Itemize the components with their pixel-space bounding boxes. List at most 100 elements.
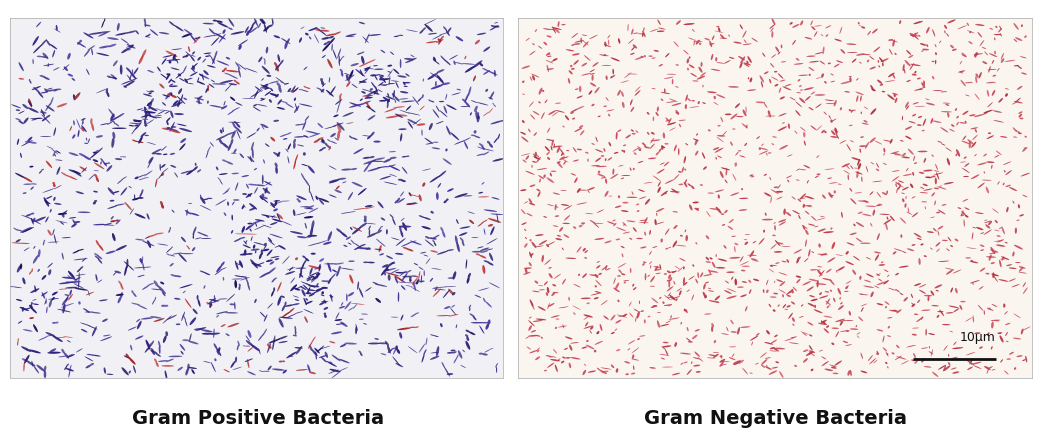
Ellipse shape [19,62,24,71]
Ellipse shape [120,284,124,290]
Ellipse shape [846,144,851,151]
Ellipse shape [826,269,832,273]
Ellipse shape [272,279,275,282]
Ellipse shape [709,300,717,302]
Ellipse shape [713,352,719,353]
Ellipse shape [29,81,31,84]
Ellipse shape [548,267,551,269]
Ellipse shape [684,156,686,163]
Ellipse shape [324,312,326,315]
Ellipse shape [145,36,150,38]
Ellipse shape [560,227,563,232]
Ellipse shape [402,167,407,174]
Ellipse shape [850,370,852,376]
Ellipse shape [546,292,548,296]
Ellipse shape [534,157,540,159]
Ellipse shape [363,157,371,159]
Ellipse shape [941,143,945,146]
Ellipse shape [733,128,736,130]
Ellipse shape [535,152,537,158]
Ellipse shape [766,290,769,293]
Ellipse shape [644,147,650,149]
Ellipse shape [645,199,650,205]
Ellipse shape [936,290,939,291]
Ellipse shape [494,70,496,77]
Ellipse shape [797,79,800,81]
Ellipse shape [246,335,250,342]
Ellipse shape [58,356,68,357]
Ellipse shape [537,350,540,352]
Ellipse shape [228,122,241,123]
Ellipse shape [639,335,645,337]
Ellipse shape [586,345,595,349]
Ellipse shape [975,212,984,214]
Ellipse shape [54,151,56,154]
Ellipse shape [209,142,214,147]
Ellipse shape [287,132,292,135]
Ellipse shape [321,287,328,289]
Ellipse shape [43,64,54,66]
Ellipse shape [938,226,943,230]
Ellipse shape [796,275,801,278]
Ellipse shape [648,158,656,159]
Ellipse shape [42,275,46,280]
Ellipse shape [255,86,262,92]
Ellipse shape [547,204,554,206]
Ellipse shape [135,30,139,34]
Ellipse shape [327,263,331,272]
Ellipse shape [1003,170,1006,172]
Ellipse shape [343,112,353,117]
Ellipse shape [674,266,680,269]
Ellipse shape [436,346,440,356]
Ellipse shape [430,352,439,353]
Ellipse shape [291,85,296,92]
Ellipse shape [22,278,26,284]
Ellipse shape [450,308,456,315]
Ellipse shape [869,66,876,70]
Ellipse shape [622,253,623,257]
Ellipse shape [166,92,171,99]
Ellipse shape [398,292,399,302]
Ellipse shape [938,365,946,370]
Ellipse shape [815,94,825,96]
Ellipse shape [691,361,693,364]
Ellipse shape [994,34,1001,35]
Ellipse shape [764,174,767,176]
Ellipse shape [425,143,435,145]
Ellipse shape [850,165,853,169]
Ellipse shape [835,360,842,366]
Ellipse shape [669,295,675,301]
Ellipse shape [102,319,107,322]
Ellipse shape [139,178,145,180]
Ellipse shape [556,235,561,237]
Ellipse shape [103,335,107,337]
Ellipse shape [430,72,440,79]
Ellipse shape [471,237,478,238]
Ellipse shape [275,77,283,83]
Ellipse shape [963,111,968,115]
Ellipse shape [110,77,118,79]
Ellipse shape [68,53,71,59]
Ellipse shape [202,59,206,62]
Ellipse shape [487,238,497,245]
Ellipse shape [942,240,948,241]
Ellipse shape [384,269,390,271]
Ellipse shape [286,103,294,108]
Ellipse shape [945,147,951,151]
Ellipse shape [422,169,431,171]
Ellipse shape [662,346,666,350]
Ellipse shape [991,322,994,329]
Ellipse shape [260,124,269,128]
Ellipse shape [142,119,148,120]
Ellipse shape [154,280,158,287]
Ellipse shape [721,333,728,335]
Ellipse shape [529,252,532,258]
Ellipse shape [383,271,386,275]
Ellipse shape [109,200,115,202]
Ellipse shape [525,336,529,339]
Ellipse shape [123,85,127,88]
Ellipse shape [344,73,348,74]
Ellipse shape [587,302,590,304]
Ellipse shape [131,290,133,293]
Ellipse shape [273,35,280,38]
